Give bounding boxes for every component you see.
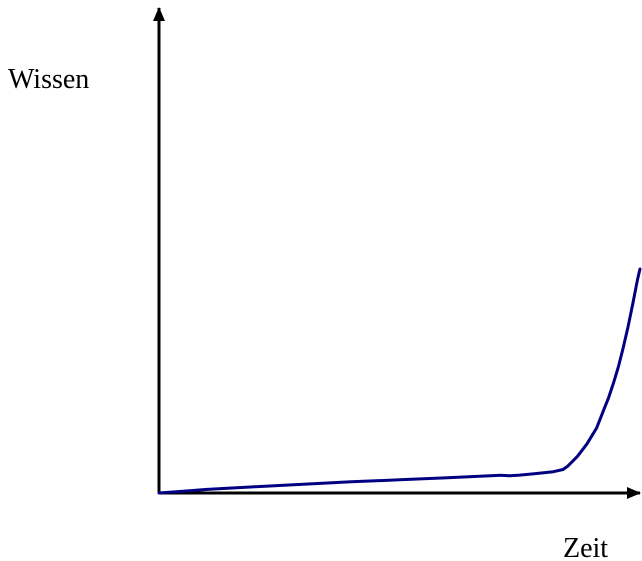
series-layer (157, 267, 642, 495)
series-line-1 (157, 267, 642, 495)
y-axis-label: Wissen (8, 64, 89, 95)
x-axis-label: Zeit (563, 533, 608, 561)
